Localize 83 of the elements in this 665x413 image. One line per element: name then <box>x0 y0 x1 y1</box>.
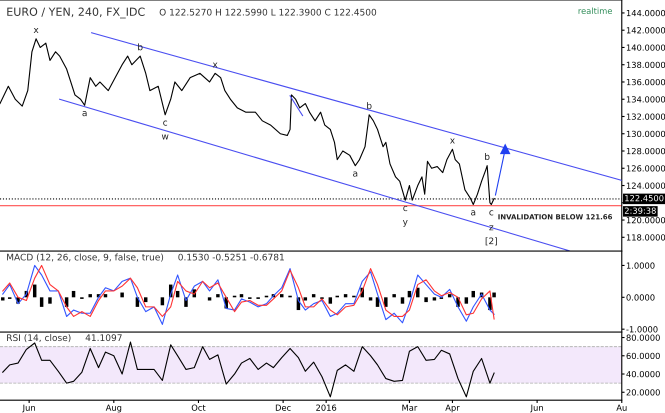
annotation: a <box>353 171 358 177</box>
x-tick-label: Oct <box>192 404 206 411</box>
y-tick-label: 20.0000 <box>626 389 660 396</box>
chart-title: RSI (14, close) <box>7 334 70 342</box>
bar <box>328 297 332 304</box>
ref-line-label: 122.4500 <box>625 195 664 202</box>
y-tick-label: 140.0000 <box>626 44 665 51</box>
y-tick-label: 124.0000 <box>626 182 665 189</box>
y-tick-label: 144.0000 <box>626 10 665 16</box>
bar <box>1 297 5 300</box>
text: EURO / YEN, 240, FX_IDC <box>7 8 145 18</box>
annotation: [2] <box>486 237 497 246</box>
bar <box>72 290 76 298</box>
annotation: y <box>402 220 408 227</box>
bar <box>304 297 308 300</box>
x-tick-label: 2016 <box>316 404 336 411</box>
bar <box>368 297 372 300</box>
bar <box>448 294 452 298</box>
chart-subtitle: 41.1097 <box>86 334 122 342</box>
y-tick-label: 136.0000 <box>626 78 665 86</box>
annotation: c <box>489 210 494 216</box>
y-tick-label: 40.0000 <box>626 370 660 378</box>
x-tick-label: Apr <box>445 404 460 412</box>
bar <box>216 294 220 298</box>
bar <box>472 290 476 298</box>
bar <box>88 294 92 298</box>
bar <box>432 297 436 300</box>
x-tick-label: Au <box>616 404 627 411</box>
y-tick-label: 134.0000 <box>626 96 665 103</box>
chart-title: MACD (12, 26, close, 9, false, true) <box>7 254 164 262</box>
bar <box>144 297 148 302</box>
x-tick-label: Mar <box>402 404 418 411</box>
y-tick-label: -1.0000 <box>626 326 658 332</box>
bar <box>240 294 244 298</box>
bar <box>408 290 412 298</box>
annotation: a <box>82 111 87 116</box>
text: O 122.5270 H 122.5990 L 122.3900 C 122.4500 <box>160 8 376 16</box>
y-tick-label: 120.0000 <box>626 217 665 224</box>
bar <box>280 294 284 298</box>
chart-subtitle: 0.1530 -0.5251 -0.6781 <box>178 254 284 261</box>
annotation: a <box>471 210 476 216</box>
annotation: b <box>367 102 372 110</box>
annotation: x <box>212 62 218 68</box>
bar <box>48 297 52 304</box>
x-tick-label: Jun <box>530 404 543 412</box>
bar <box>416 288 420 298</box>
y-tick-label: 128.0000 <box>626 148 665 154</box>
bar <box>208 297 212 300</box>
bar <box>344 294 348 298</box>
bar <box>392 294 396 298</box>
annotation: c <box>403 206 408 212</box>
y-tick-label: 60.0000 <box>626 352 660 360</box>
annotation: w <box>162 134 168 140</box>
x-tick-label: Dec <box>276 404 291 411</box>
annotation: realtime <box>578 8 612 14</box>
line-series <box>2 342 495 398</box>
annotation: x <box>450 138 455 144</box>
bar <box>176 290 180 298</box>
y-tick-label: 132.0000 <box>626 113 665 120</box>
y-tick-label: 0.0000 <box>626 294 655 301</box>
y-tick-label: 80.0000 <box>626 334 660 341</box>
bar <box>40 297 44 307</box>
annotation: x <box>34 28 38 33</box>
bar <box>160 297 164 306</box>
y-tick-label: 118.0000 <box>626 234 665 241</box>
bar <box>384 297 388 307</box>
y-tick-label: 1.0000 <box>626 262 655 269</box>
y-tick-label: 130.0000 <box>626 130 665 138</box>
bar <box>104 294 108 298</box>
y-tick-label: 138.0000 <box>626 62 665 68</box>
annotation: b <box>485 152 490 160</box>
y-tick-label: 142.0000 <box>626 27 665 34</box>
bar <box>492 292 496 298</box>
bar <box>32 284 36 298</box>
text: 2:39:38 <box>624 208 656 214</box>
x-tick-label: Aug <box>106 404 122 412</box>
bar <box>120 292 124 298</box>
bar <box>464 297 468 304</box>
x-tick-label: Jun <box>22 404 35 412</box>
y-tick-label: 126.0000 <box>626 165 665 172</box>
bar <box>424 297 428 302</box>
annotation: c <box>163 120 168 126</box>
bar <box>312 294 316 298</box>
